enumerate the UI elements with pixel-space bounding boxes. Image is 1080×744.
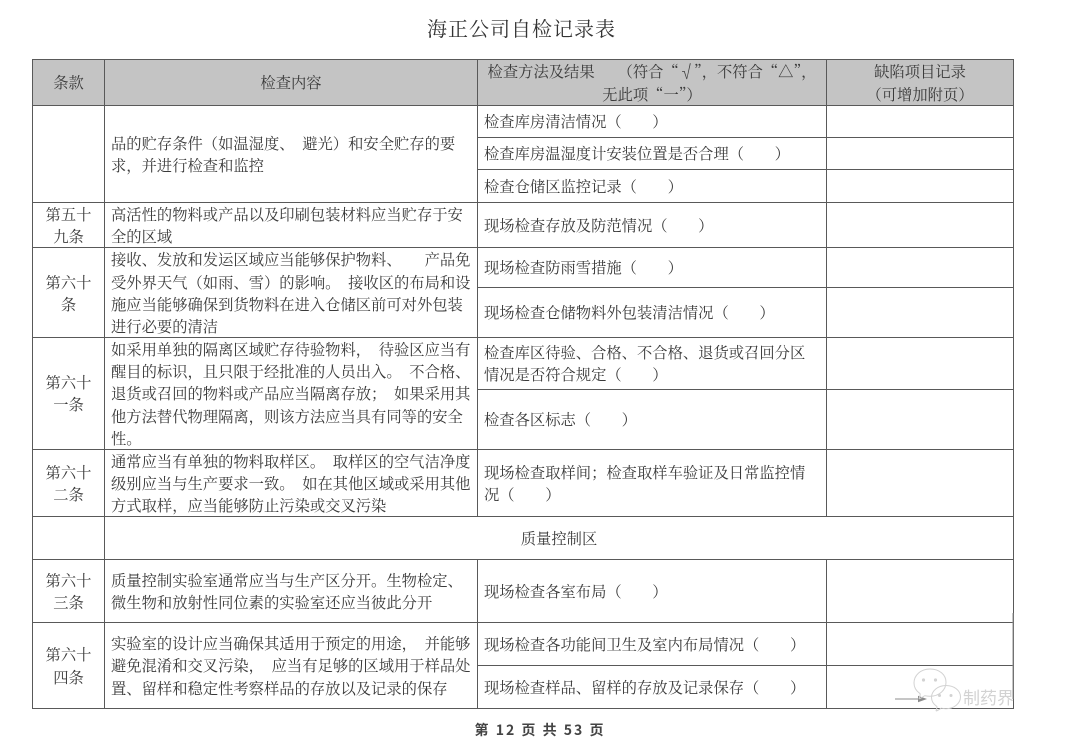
svg-text:制药界: 制药界	[963, 684, 1014, 709]
